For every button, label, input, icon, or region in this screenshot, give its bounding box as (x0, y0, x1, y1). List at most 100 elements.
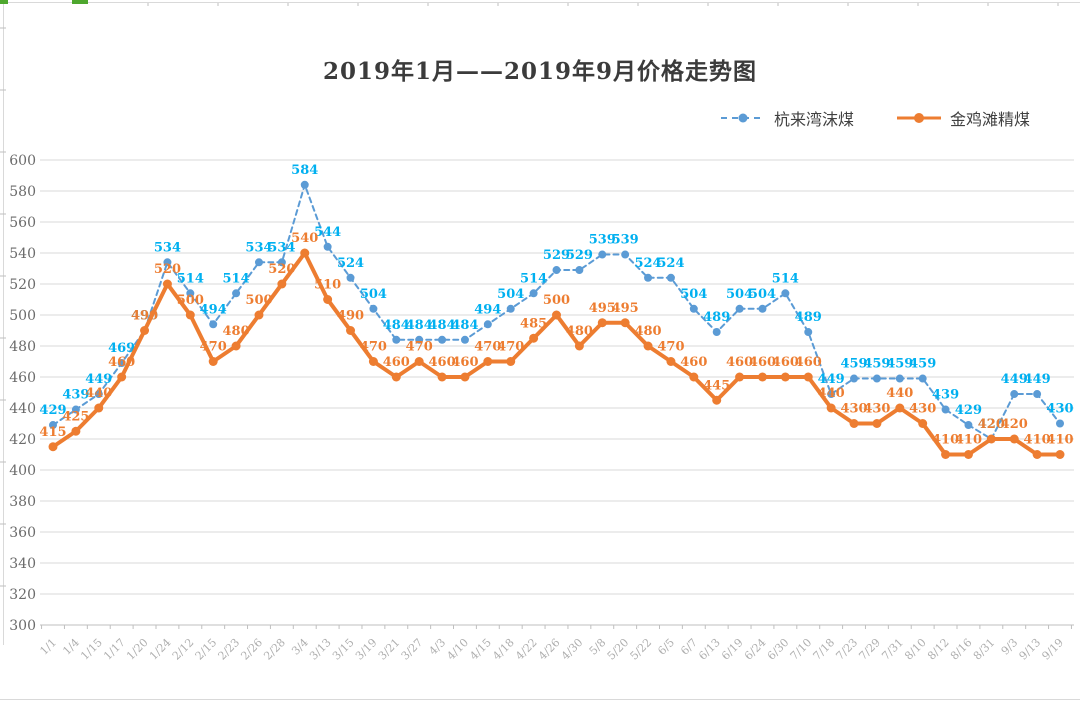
x-axis-tick-label: 8/31 (971, 636, 998, 663)
x-axis-tick-label: 8/16 (948, 636, 975, 663)
data-label: 460 (749, 355, 776, 370)
data-point (781, 289, 790, 298)
data-label: 500 (245, 293, 272, 308)
x-axis-tick-label: 2/28 (261, 636, 288, 663)
x-axis-tick-label: 4/22 (513, 636, 540, 663)
data-point (803, 372, 813, 382)
chart-title: 2019年1月——2019年9月价格走势图 (322, 58, 758, 85)
data-label: 430 (909, 402, 936, 417)
x-axis-tick-label: 6/13 (696, 636, 723, 663)
data-point (323, 295, 333, 304)
data-point (391, 372, 401, 382)
data-point (552, 310, 561, 320)
y-axis-tick-label: 480 (9, 339, 36, 355)
data-label: 534 (245, 240, 272, 255)
data-point (757, 372, 767, 382)
data-point (277, 279, 287, 289)
data-label: 540 (291, 231, 318, 246)
data-label: 484 (406, 318, 433, 333)
x-axis-tick-label: 7/29 (856, 636, 883, 663)
data-label: 534 (154, 240, 181, 255)
y-axis-tick-label: 600 (9, 153, 36, 169)
data-point (414, 357, 424, 366)
x-axis-tick-label: 2/12 (170, 636, 197, 663)
data-point (895, 403, 905, 413)
legend-label-jinjitan: 金鸡滩精煤 (950, 110, 1031, 129)
x-axis-tick-label: 1/1 (37, 636, 59, 658)
data-point (506, 357, 516, 366)
data-point (644, 273, 653, 282)
sheet-green-accent (0, 0, 8, 4)
data-label: 480 (634, 324, 661, 339)
data-label: 410 (1046, 433, 1073, 448)
data-label: 495 (612, 301, 639, 316)
data-label: 470 (406, 340, 433, 355)
y-axis-tick-label: 460 (9, 370, 36, 386)
legend-item-hanglaiwan[interactable]: 杭来湾沫煤 (720, 106, 854, 130)
y-axis-tick-label: 360 (9, 525, 36, 541)
data-label: 460 (726, 355, 753, 370)
x-axis-tick-label: 6/30 (765, 636, 792, 663)
x-axis-tick-label: 4/15 (467, 636, 494, 663)
data-label: 449 (1001, 372, 1028, 387)
data-point (666, 273, 675, 282)
data-point (117, 359, 126, 368)
data-label: 490 (337, 309, 364, 324)
data-label: 460 (383, 355, 410, 370)
data-point (621, 250, 630, 259)
data-point (71, 405, 80, 414)
data-label: 470 (497, 340, 524, 355)
data-point (552, 266, 561, 275)
data-point (49, 421, 57, 430)
x-axis-tick-label: 1/15 (78, 636, 105, 663)
x-axis-tick-label: 6/19 (719, 636, 746, 663)
x-axis-tick-label: 7/18 (811, 636, 838, 663)
data-label: 480 (566, 324, 593, 339)
y-axis-tick-label: 540 (9, 246, 36, 262)
data-point (162, 279, 172, 289)
data-point (963, 450, 973, 459)
data-label: 410 (932, 433, 959, 448)
data-label: 480 (223, 324, 250, 339)
y-axis-tick-label: 320 (9, 587, 36, 603)
data-label: 425 (62, 409, 89, 424)
data-label: 460 (795, 355, 822, 370)
data-point (1056, 419, 1064, 428)
data-point (529, 289, 538, 298)
x-axis-tick-label: 2/26 (238, 636, 265, 663)
data-point (1010, 390, 1019, 399)
data-label: 489 (703, 310, 730, 325)
data-label: 514 (772, 271, 799, 286)
data-point (94, 403, 104, 413)
data-label: 489 (795, 310, 822, 325)
data-label: 460 (108, 355, 135, 370)
data-point (323, 242, 332, 251)
data-label: 459 (863, 357, 890, 372)
data-label: 484 (428, 318, 455, 333)
data-label: 415 (39, 425, 66, 440)
data-point (712, 395, 722, 405)
data-point (300, 180, 309, 189)
data-point (872, 419, 882, 428)
data-point (620, 318, 630, 328)
data-point (826, 403, 836, 413)
y-axis-tick-label: 340 (9, 556, 36, 572)
data-point (918, 374, 927, 383)
data-point (346, 273, 355, 282)
data-point (506, 304, 515, 313)
data-label: 539 (612, 233, 639, 248)
data-label: 514 (177, 271, 204, 286)
data-label: 510 (314, 278, 341, 293)
data-point (735, 304, 744, 313)
y-axis-tick-label: 560 (9, 215, 36, 231)
data-point (872, 374, 881, 383)
data-label: 484 (383, 318, 410, 333)
legend-item-jinjitan[interactable]: 金鸡滩精煤 (896, 106, 1030, 130)
data-point (758, 304, 767, 313)
y-axis-tick-label: 300 (9, 618, 36, 634)
x-axis-tick-label: 3/13 (307, 636, 334, 663)
sheet-green-accent-2 (72, 0, 88, 4)
data-label: 459 (909, 357, 936, 372)
x-axis-tick-label: 2/23 (216, 636, 243, 663)
